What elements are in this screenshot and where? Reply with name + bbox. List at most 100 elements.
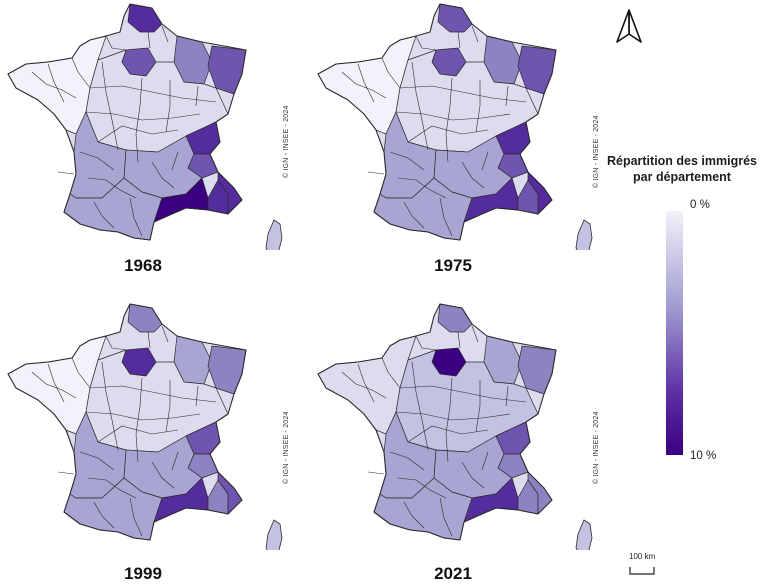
department-border [407, 125, 489, 143]
department-border [403, 201, 425, 229]
corsica [265, 519, 283, 559]
department-border [93, 201, 115, 229]
legend-max-label: 10 % [690, 450, 717, 462]
department-border [341, 71, 387, 99]
map-panel-2021: 2021 © IGN - INSEE - 2024 [310, 300, 610, 583]
copyright-credit-1975: © IGN - INSEE - 2024 [593, 115, 600, 188]
department-border [89, 85, 217, 103]
department-border [151, 161, 175, 189]
department-border [411, 361, 429, 451]
department-border [97, 425, 179, 443]
department-border [195, 85, 199, 107]
map-panel-1968: 1968 © IGN - INSEE - 2024 [0, 0, 300, 290]
department-border [403, 501, 425, 529]
department-border [101, 61, 119, 151]
department-border [481, 151, 489, 171]
department-border [367, 171, 385, 175]
department-border [135, 77, 143, 163]
department-border [87, 477, 137, 499]
north-arrow-icon [616, 9, 642, 43]
department-border [397, 177, 447, 199]
department-border [399, 85, 527, 103]
department-border [357, 63, 375, 103]
legend-title: Répartition des immigrés par département [604, 153, 760, 185]
france-map-1968 [7, 3, 283, 259]
department-border [341, 371, 387, 399]
department-border [151, 461, 175, 489]
department-border [399, 385, 527, 403]
panel-year-1999: 1999 [124, 564, 162, 583]
department-border [395, 111, 511, 121]
department-border [461, 461, 485, 489]
corsica [265, 219, 283, 259]
department-border [71, 57, 91, 89]
department-border [415, 335, 437, 351]
legend-min-label: 0 % [690, 199, 710, 211]
copyright-credit-2021: © IGN - INSEE - 2024 [593, 411, 600, 484]
department-border [89, 385, 217, 403]
department-border [47, 363, 65, 403]
department-border [407, 425, 489, 443]
department-border [97, 125, 179, 143]
department-border [129, 197, 143, 237]
department-border [475, 80, 481, 133]
department-border [165, 80, 171, 133]
department-border [367, 471, 385, 475]
department-border [147, 31, 151, 49]
corsica [575, 219, 593, 259]
department-border [397, 477, 447, 499]
france-border [317, 303, 557, 541]
scale-bar [629, 567, 655, 575]
department-border [105, 335, 127, 351]
department-border [439, 497, 453, 537]
department-border [71, 357, 91, 389]
map-panel-1999: 1999 © IGN - INSEE - 2024 [0, 300, 300, 583]
france-border [7, 3, 247, 241]
department-border [47, 63, 65, 103]
department-border [87, 177, 137, 199]
legend-title-line1: Répartition des immigrés [606, 154, 758, 168]
panel-year-2021: 2021 [434, 564, 472, 583]
department-border [105, 35, 127, 51]
department-border [415, 35, 437, 51]
department-border [471, 25, 479, 43]
france-border [7, 303, 247, 541]
panel-year-1975: 1975 [434, 256, 472, 275]
department-border [457, 31, 461, 49]
department-border [481, 451, 489, 471]
france-map-1975 [317, 3, 593, 259]
department-border [395, 411, 511, 421]
department-border [171, 451, 179, 471]
france-map-1999 [7, 303, 283, 559]
corsica [575, 519, 593, 559]
department-border [439, 197, 453, 237]
department-border [57, 471, 75, 475]
department-border [357, 363, 375, 403]
department-border [79, 151, 115, 171]
department-border [381, 57, 401, 89]
department-border [389, 451, 425, 471]
legend-color-ramp [666, 211, 683, 455]
department-border [505, 385, 509, 407]
department-border [93, 501, 115, 529]
department-border [101, 361, 119, 451]
department-border [171, 151, 179, 171]
department-border [31, 71, 77, 99]
department-border [129, 497, 143, 537]
france-border [317, 3, 557, 241]
department-border [135, 377, 143, 463]
france-map-2021 [317, 303, 593, 559]
department-border [195, 385, 199, 407]
department-border [411, 61, 429, 151]
department-border [85, 411, 201, 421]
department-border [389, 151, 425, 171]
department-border [161, 325, 169, 343]
department-border [165, 380, 171, 433]
department-border [471, 325, 479, 343]
panel-year-1968: 1968 [124, 256, 162, 275]
department-border [475, 380, 481, 433]
department-border [161, 25, 169, 43]
department-border [79, 451, 115, 471]
department-border [31, 371, 77, 399]
